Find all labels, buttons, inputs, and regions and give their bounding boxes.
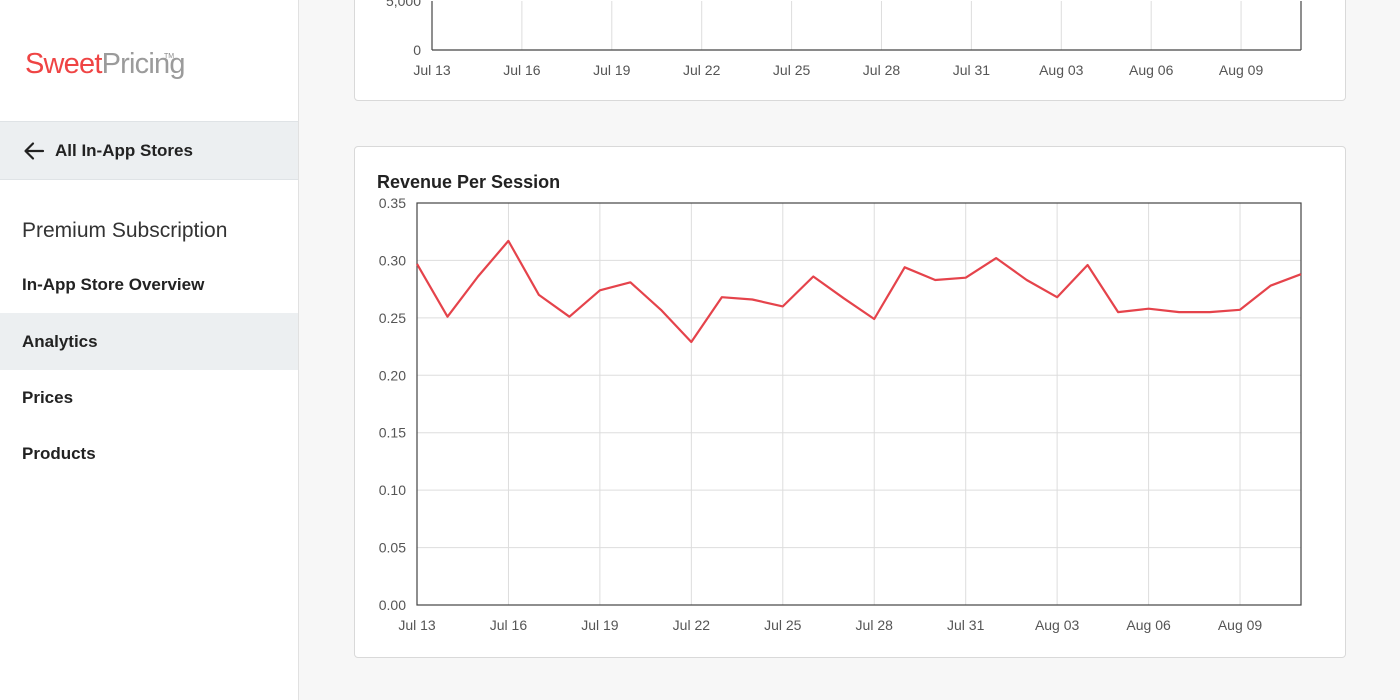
x-tick-label: Aug 03 — [1035, 617, 1080, 633]
x-tick-label: Jul 22 — [683, 62, 721, 78]
x-tick-label: Aug 09 — [1219, 62, 1264, 78]
y-tick-label: 0.20 — [379, 367, 406, 383]
top-chart: Jul 13 Jul 16 Jul 19 Jul 22 Jul 25 Jul 28 Jul … — [386, 0, 1302, 78]
sidebar: SweetPricing TM All In-App Stores Premiu… — [0, 0, 299, 700]
x-tick-label: Aug 09 — [1218, 617, 1263, 633]
y-tick-label: 5,000 — [386, 0, 421, 9]
back-link-label: All In-App Stores — [55, 140, 193, 160]
arrow-left-icon — [24, 141, 45, 160]
y-tick-label: 0.25 — [379, 310, 406, 326]
back-to-all-stores-link[interactable]: All In-App Stores — [0, 121, 298, 180]
y-tick-label: 0.30 — [379, 252, 406, 268]
x-tick-label: Jul 16 — [503, 62, 541, 78]
x-tick-label: Jul 28 — [863, 62, 901, 78]
section-title: Premium Subscription — [22, 219, 228, 242]
x-tick-label: Jul 13 — [398, 617, 436, 633]
x-tick-label: Aug 03 — [1039, 62, 1084, 78]
y-tick-label: 0.15 — [379, 425, 406, 441]
y-tick-label: 0 — [413, 42, 421, 58]
nav-item-analytics[interactable]: Analytics — [0, 313, 298, 370]
sweetpricing-logo[interactable]: SweetPricing TM — [25, 50, 185, 79]
y-tick-label: 0.05 — [379, 540, 406, 556]
x-tick-label: Aug 06 — [1129, 62, 1174, 78]
series-line — [416, 239, 1302, 344]
x-tick-label: Jul 25 — [773, 62, 811, 78]
x-tick-label: Jul 31 — [947, 617, 985, 633]
x-tick-label: Jul 16 — [490, 617, 528, 633]
x-tick-label: Jul 31 — [953, 62, 991, 78]
x-tick-label: Jul 22 — [673, 617, 711, 633]
x-tick-label: Jul 28 — [856, 617, 894, 633]
chart-title: Revenue Per Session — [377, 172, 561, 192]
nav-item-prices[interactable]: Prices — [22, 387, 74, 407]
y-tick-label: 0.10 — [379, 482, 406, 498]
logo-trademark: TM — [164, 53, 175, 60]
revenue-per-session-chart: 0.00 0.05 0.10 0.15 0.20 0.25 0.30 0.35 Jul 13 Ju… — [379, 195, 1302, 633]
y-tick-label: 0.35 — [379, 195, 406, 211]
x-tick-label: Jul 13 — [413, 62, 451, 78]
logo-sweet-text: Sweet — [25, 48, 102, 80]
plot-area-frame — [416, 202, 1302, 606]
top-chart-card: Jul 13 Jul 16 Jul 19 Jul 22 Jul 25 Jul 28 Jul … — [354, 0, 1346, 101]
x-tick-label: Jul 19 — [581, 617, 619, 633]
x-tick-label: Jul 25 — [764, 617, 802, 633]
logo-pricing-text: Pricing — [101, 48, 186, 80]
x-tick-label: Aug 06 — [1126, 617, 1171, 633]
x-tick-label: Jul 19 — [593, 62, 631, 78]
revenue-per-session-card: Revenue Per Session 0.00 0.05 0.10 0.15 0.20… — [354, 146, 1346, 658]
nav-item-overview[interactable]: In-App Store Overview — [22, 274, 205, 294]
nav-item-products[interactable]: Products — [22, 443, 96, 463]
y-tick-label: 0.00 — [379, 597, 406, 613]
